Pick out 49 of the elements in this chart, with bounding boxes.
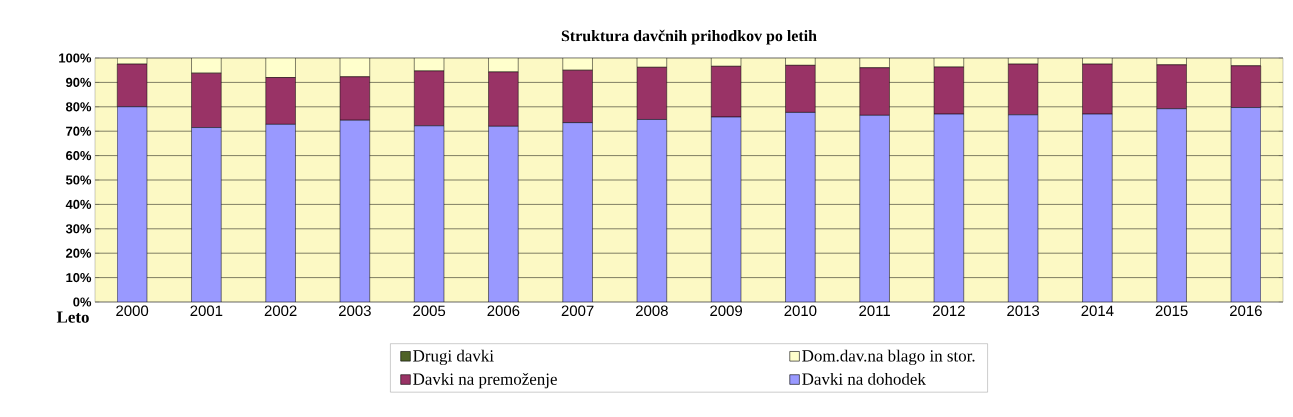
- bar: [933, 113, 964, 302]
- y-tick-label: 40%: [65, 199, 92, 209]
- x-tick-label: 2008: [636, 305, 668, 317]
- x-tick-label: 2001: [190, 305, 223, 317]
- x-axis-title: Leto: [56, 311, 89, 323]
- y-tick-label: 60%: [66, 151, 92, 161]
- legend-label: Drugi davki: [413, 349, 494, 366]
- y-tick-label: 0%: [73, 297, 92, 307]
- y-tick-label: 30%: [65, 224, 92, 234]
- bar: [265, 124, 296, 302]
- x-tick-label: 2007: [561, 305, 594, 317]
- x-tick-label: 2011: [859, 305, 890, 317]
- bar: [785, 112, 816, 302]
- x-tick-label: 2002: [264, 305, 297, 317]
- x-tick-label: 2012: [933, 305, 965, 317]
- legend-label: Davki na premoženje: [413, 372, 557, 389]
- bar: [414, 125, 445, 302]
- y-tick-label: 80%: [65, 102, 92, 112]
- x-tick-label: 2005: [413, 305, 446, 317]
- bar: [1008, 114, 1039, 302]
- y-tick-label: 50%: [65, 175, 92, 185]
- y-tick-label: 20%: [66, 248, 92, 258]
- x-tick-label: 2003: [339, 305, 371, 317]
- legend-label: Davki na dohodek: [802, 372, 926, 385]
- x-tick-label: 2016: [1229, 305, 1262, 317]
- bar: [711, 116, 742, 302]
- y-tick-label: 90%: [66, 77, 92, 87]
- x-tick-label: 2010: [784, 305, 817, 317]
- bar: [488, 126, 519, 302]
- x-tick-label: 2009: [710, 305, 743, 317]
- x-tick-label: 2013: [1007, 305, 1040, 317]
- x-tick-label: 2015: [1155, 305, 1188, 317]
- x-tick-label: 2000: [116, 305, 149, 317]
- legend-label: Dom.dav.na blago in stor.: [802, 349, 975, 366]
- x-tick-label: 2014: [1081, 305, 1114, 317]
- bar: [636, 119, 667, 302]
- bar: [859, 115, 890, 302]
- y-tick-label: 100%: [59, 53, 92, 63]
- bar: [1082, 113, 1113, 302]
- bar: [562, 122, 593, 302]
- bar: [117, 106, 148, 302]
- bar: [339, 119, 370, 302]
- bar: [1156, 108, 1187, 302]
- y-tick-label: 10%: [66, 273, 92, 283]
- bar: [1230, 107, 1261, 302]
- y-tick-label: 70%: [66, 126, 92, 136]
- bar: [191, 127, 222, 302]
- chart-title: Struktura davčnih prihodkov po letih: [561, 29, 817, 45]
- x-tick-label: 2006: [487, 305, 520, 317]
